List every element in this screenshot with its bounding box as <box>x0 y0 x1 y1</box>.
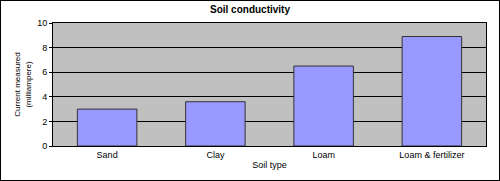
svg-text:0: 0 <box>42 141 47 151</box>
svg-text:Soil type: Soil type <box>252 160 287 170</box>
svg-text:Soil conductivity: Soil conductivity <box>210 4 290 15</box>
svg-text:10: 10 <box>37 18 47 28</box>
svg-text:8: 8 <box>42 43 47 53</box>
svg-text:2: 2 <box>42 117 47 127</box>
svg-text:Current measured(milliampere): Current measured(milliampere) <box>13 52 32 116</box>
svg-text:4: 4 <box>42 92 47 102</box>
svg-text:Clay: Clay <box>206 150 225 160</box>
svg-text:Sand: Sand <box>97 150 118 160</box>
svg-text:6: 6 <box>42 67 47 77</box>
svg-text:Loam & fertilizer: Loam & fertilizer <box>399 150 464 160</box>
svg-text:Loam: Loam <box>312 150 335 160</box>
